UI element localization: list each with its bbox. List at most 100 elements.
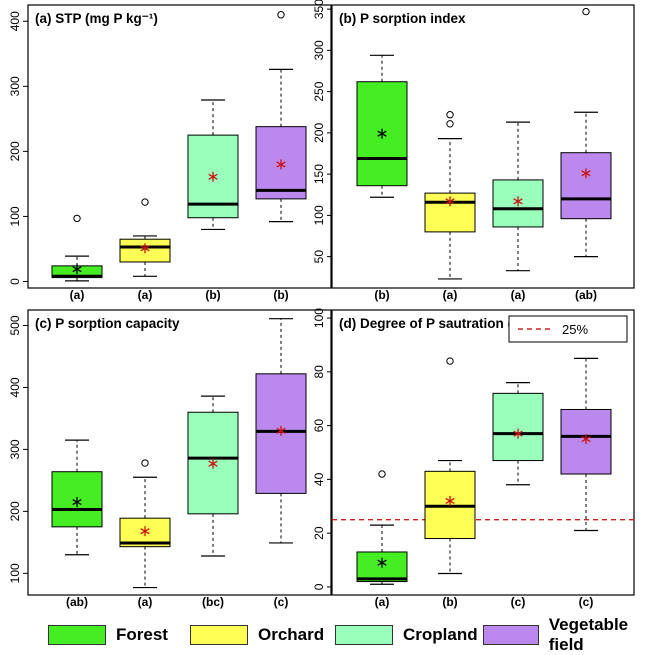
y-tick-label: 80 — [312, 365, 326, 379]
y-tick-label: 100 — [8, 563, 22, 583]
mean-marker-stroke — [581, 170, 591, 177]
legend-label-vegetable-field: Vegetable field — [548, 615, 629, 654]
box-cropland — [492, 381, 544, 486]
y-tick-label: 0 — [312, 583, 326, 590]
panel-frame — [27, 309, 332, 596]
legend-item-cropland: Cropland — [335, 624, 478, 646]
y-tick-label: 400 — [8, 377, 22, 397]
legend-swatch-vegetable-field — [483, 625, 539, 645]
outlier-point — [446, 357, 454, 365]
group-label: (a) — [443, 288, 458, 302]
panel-title: (a) STP (mg P kg⁻¹) — [35, 11, 158, 26]
y-tick-label: 60 — [312, 419, 326, 433]
legend-swatch-cropland — [335, 625, 393, 645]
y-tick-label: 20 — [312, 526, 326, 540]
y-tick-label: 300 — [8, 439, 22, 459]
outlier-point — [141, 459, 149, 467]
mean-marker — [72, 497, 82, 508]
iqr-box — [492, 392, 544, 462]
y-tick-label: 350 — [312, 0, 326, 19]
mean-marker — [140, 526, 150, 537]
y-tick-label: 250 — [312, 81, 326, 101]
legend-swatch-forest — [48, 625, 106, 645]
mean-marker — [445, 196, 455, 207]
mean-marker — [72, 264, 82, 275]
mean-marker-stroke — [513, 430, 523, 437]
outlier-point — [582, 7, 590, 16]
box-orchard — [424, 111, 476, 280]
mean-marker-stroke — [445, 497, 455, 504]
mean-marker-stroke — [140, 528, 150, 535]
box-orchard — [119, 198, 171, 277]
mean-marker — [445, 495, 455, 506]
mean-marker-stroke — [377, 130, 387, 137]
panel-title: (d) Degree of P sautration (%) — [339, 316, 529, 331]
outlier-point — [446, 120, 454, 128]
box-vegetable-field — [560, 7, 612, 258]
panel-frame — [27, 4, 332, 289]
group-label: (ab) — [575, 288, 597, 302]
y-tick-label: 200 — [8, 141, 22, 161]
box-forest — [51, 439, 103, 556]
mean-marker-stroke — [377, 559, 387, 566]
outlier-point — [277, 11, 285, 19]
mean-marker — [208, 458, 218, 469]
y-tick-label: 100 — [312, 205, 326, 225]
iqr-box — [424, 192, 476, 233]
y-tick-label: 150 — [312, 164, 326, 184]
box-forest — [356, 54, 408, 198]
panel-2: 50 100 150 200 250 300 350 (b) P sorption index… — [312, 0, 635, 302]
box-vegetable-field — [255, 318, 307, 544]
box-cropland — [187, 395, 239, 557]
outlier-point — [141, 198, 149, 206]
mean-marker — [208, 171, 218, 182]
box-orchard — [119, 459, 171, 589]
box-vegetable-field — [560, 357, 612, 532]
box-vegetable-field — [255, 11, 307, 223]
legend-label-forest: Forest — [116, 625, 168, 644]
box-orchard — [424, 357, 476, 575]
boxplot-figure: 0 100 200 300 400 (a) STP (mg P kg⁻¹) (a) (a) (b… — [8, 0, 635, 609]
legend-swatch-orchard — [190, 625, 248, 645]
mean-marker-stroke — [276, 427, 286, 434]
panel-frame — [331, 309, 635, 596]
legend-item-forest: Forest — [48, 624, 168, 646]
mean-marker-stroke — [276, 161, 286, 168]
mean-marker-stroke — [72, 266, 82, 273]
iqr-box — [560, 152, 612, 220]
mean-marker — [377, 128, 387, 139]
mean-marker-stroke — [208, 173, 218, 180]
reference-legend-label: 25% — [562, 322, 588, 337]
y-tick-label: 50 — [312, 250, 326, 264]
panel-1: 0 100 200 300 400 (a) STP (mg P kg⁻¹) (a) (a) (b… — [8, 4, 332, 302]
y-tick-label: 300 — [312, 40, 326, 60]
mean-marker — [276, 159, 286, 170]
y-tick-label: 200 — [312, 123, 326, 143]
panel-frame — [331, 4, 635, 289]
y-tick-label: 300 — [8, 76, 22, 96]
y-tick-label: 400 — [8, 11, 22, 31]
group-label: (a) — [511, 288, 526, 302]
group-label: (ab) — [66, 595, 88, 609]
group-label: (a) — [375, 595, 390, 609]
group-label: (c) — [579, 595, 594, 609]
legend-label-cropland: Cropland — [403, 625, 478, 644]
box-forest — [51, 214, 103, 282]
mean-marker-stroke — [445, 198, 455, 205]
y-tick-label: 40 — [312, 472, 326, 486]
mean-marker-stroke — [72, 499, 82, 506]
y-tick-label: 100 — [312, 308, 326, 328]
mean-marker — [140, 243, 150, 254]
legend-item-vegetable-field: Vegetable field — [483, 615, 663, 654]
legend-item-orchard: Orchard — [190, 624, 324, 646]
mean-marker-stroke — [581, 435, 591, 443]
group-label: (b) — [273, 288, 288, 302]
mean-marker-stroke — [140, 245, 150, 252]
box-cropland — [187, 99, 239, 231]
group-label: (a) — [70, 288, 85, 302]
legend-label-orchard: Orchard — [258, 625, 325, 644]
box-forest — [356, 470, 408, 585]
group-label: (a) — [138, 288, 153, 302]
reference-line-legend: 25% — [508, 315, 628, 343]
